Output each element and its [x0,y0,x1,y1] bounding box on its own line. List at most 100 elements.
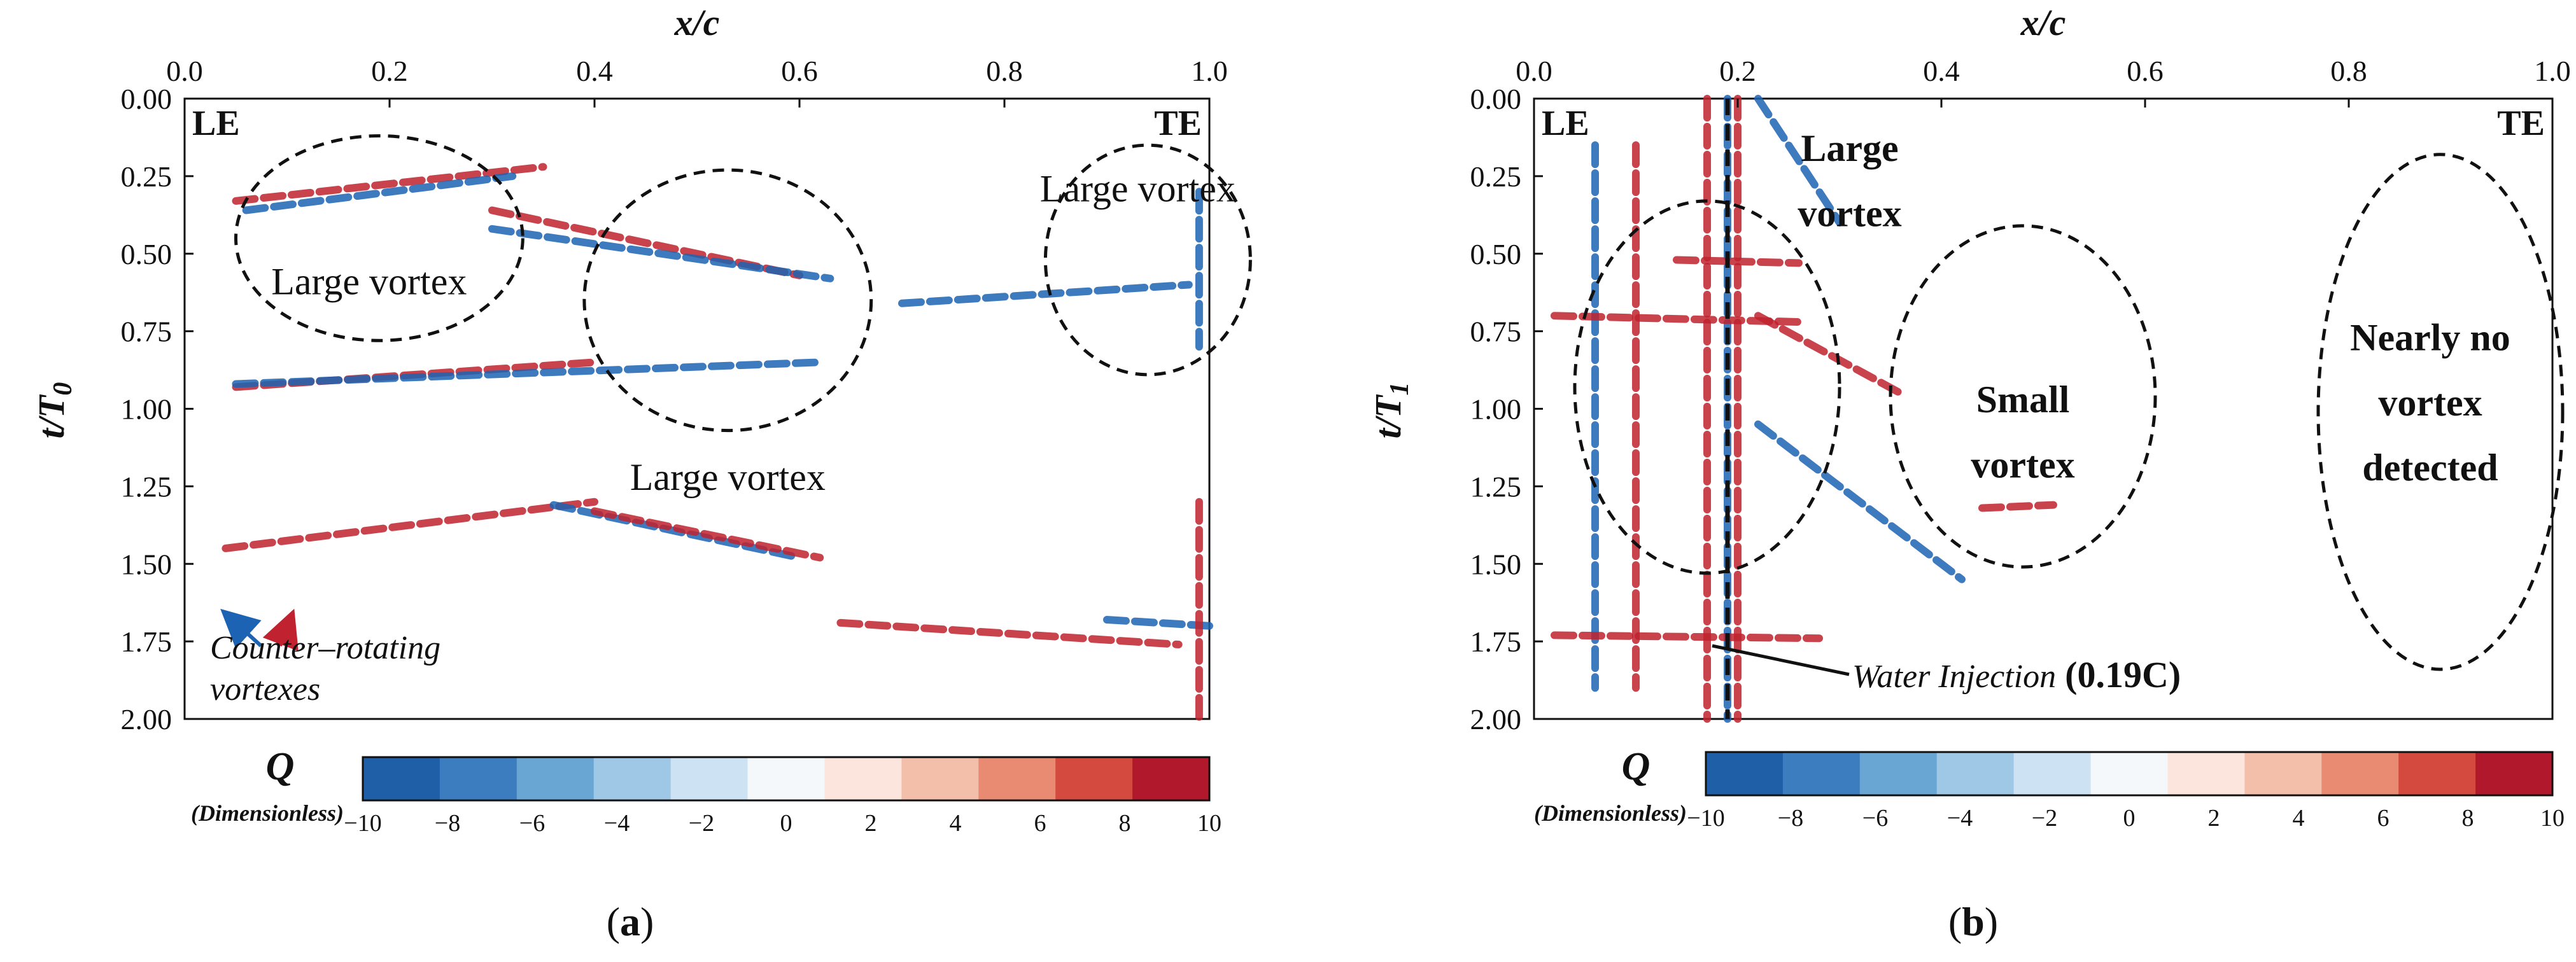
panel-a-y-tick-label: 1.75 [121,625,172,658]
panel-b-x-ticks: 0.0 0.2 0.4 0.6 0.8 1.0 [1516,55,2571,108]
panel-b-vortex-streak-10 [1754,312,1904,398]
panel-a-annotation: Large vortex [271,261,467,303]
panel-a-arrow-blue [220,608,263,649]
panel-b-colorbar-tick: 2 [2208,805,2220,832]
panel-b-x-tick-label: 0.4 [1923,55,1960,87]
panel-b-y-tick-label: 1.00 [1470,393,1522,426]
panel-a-x-axis-title: x/c [674,2,720,43]
panel-b-annotations: Large vortex Small vortex Nearly no vortex det… [1798,127,2510,489]
panel-a-vortex-streak-0 [232,163,547,205]
panel-b-colorbar-tick: 6 [2377,805,2389,832]
panel-b-x-tick-label: 0.0 [1516,55,1552,87]
panel-b-vortex-streak-8 [1754,95,1843,227]
panel-a-region-leading-vortex [234,134,524,342]
panel-a-y-tick-label: 1.00 [121,393,172,426]
panel-b-annotation: vortex [1971,443,2074,485]
panel-b-region-far-region [2316,153,2565,671]
panel-b-colorbar-frame [1705,751,2554,797]
panel-a-x-tick-label: 0.8 [986,55,1023,87]
panel-a-colorbar-swatch [901,757,979,800]
panel-a-vortex-streak-6 [222,498,598,552]
panel-b-colorbar-swatch [1782,752,1861,795]
panel-a-colorbar-swatch [824,757,902,800]
panel-a-counter-rotating-label: Counter–rotating [210,630,440,666]
panel-b-y-tick-label: 2.00 [1470,703,1522,735]
panel-b-x-tick-label: 0.8 [2330,55,2367,87]
panel-b-vortex-streak-7 [1673,256,1803,267]
panel-a-colorbar-swatch [439,757,517,800]
panel-b-x-tick-label: 0.6 [2127,55,2164,87]
panel-a-annotation: Large vortex [630,456,826,498]
panel-a-colorbar-tick: 4 [950,810,962,837]
panel-b-region-injection-vortex [1573,199,1841,575]
panel-b-colorbar-tick: −4 [1947,805,1973,832]
panel-b-vortex-streak-5 [1551,312,1803,326]
panel-a-colorbar-frame [362,756,1211,802]
panel-b-colorbar-tick: 4 [2293,805,2305,832]
panel-a-vortexes-label: vortexes [210,671,320,708]
panel-b-colorbar-swatch [2398,752,2476,795]
panel-a-y-tick-label: 0.00 [121,83,172,115]
panel-a-x-tick-label: 0.6 [781,55,818,87]
panel-b-annotation: Large [1801,127,1898,169]
panel-b-annotation: detected [2362,447,2498,489]
panel-b-colorbar-label: Q [1622,745,1650,788]
panel-a-x-tick-label: 1.0 [1191,55,1228,87]
panel-b-chart: 0.0 0.2 0.4 0.6 0.8 1.0 0.00 0.25 0.50 0.75 1.00 1… [1367,2,2571,944]
panel-b-y-tick-label: 0.50 [1470,238,1522,270]
panel-b-colorbar-tick: −6 [1862,805,1888,832]
panel-a-region-mid-vortex [582,168,873,433]
panel-b-colorbar: −10 −8 −6 −4 −2 0 2 4 6 8 10 [1687,751,2565,832]
panel-a-y-axis-title: t/T0 [31,382,78,439]
panel-b-annotation: vortex [1798,192,1901,234]
panel-b-colorbar-swatch [1859,752,1938,795]
panel-b-vortex-streak-9 [1978,501,2057,512]
panel-b-y-tick-label: 0.75 [1470,316,1522,348]
panel-a-vortex-marks [222,163,1213,723]
panel-a-x-tick-label: 0.2 [371,55,408,87]
panel-a-vortex-streak-11 [1103,616,1213,630]
panel-a-colorbar-swatch [670,757,749,800]
panel-b-colorbar-swatch [1936,752,2015,795]
panel-a-colorbar-swatch [516,757,595,800]
panel-b-colorbar-tick: 8 [2462,805,2474,832]
panel-b-vortex-streak-6 [1551,631,1823,643]
panel-b-injection-label: Water Injection (0.19C) [1852,654,2181,695]
panel-b-colorbar-swatch [2090,752,2168,795]
panel-a-colorbar-swatch [978,757,1056,800]
panel-a-colorbar-swatch [363,757,440,800]
panel-a-colorbar-tick: 6 [1034,810,1046,837]
panel-a-vortex-streak-5 [232,358,824,388]
panel-a-colorbar-tick: 8 [1119,810,1131,837]
panel-b-y-tick-label: 1.25 [1470,470,1522,503]
panel-b-y-tick-label: 0.00 [1470,83,1522,115]
panel-a-x-ticks: 0.0 0.2 0.4 0.6 0.8 1.0 [166,55,1228,108]
panel-a-y-tick-label: 1.25 [121,470,172,503]
panel-b-annotation: Small [1976,379,2070,421]
panel-b-y-ticks: 0.00 0.25 0.50 0.75 1.00 1.25 1.50 1.75 2.00 [1470,83,1543,735]
panel-b-colorbar-tick: −10 [1687,805,1724,832]
panel-a-colorbar-label: Q [266,745,295,788]
panel-b-region-small-vortex [1889,224,2157,569]
panel-b-colorbar-sublabel: (Dimensionless) [1534,800,1687,826]
panel-a-colorbar: −10 −8 −6 −4 −2 0 2 4 6 8 10 [344,756,1221,837]
panel-b-x-tick-label: 0.2 [1719,55,1756,87]
panel-b-te-label: TE [2497,104,2545,143]
panel-a-vortex-streak-8 [591,507,824,562]
panel-a-colorbar-tick: −4 [604,810,630,837]
panel-a-y-tick-label: 0.75 [121,316,172,348]
panel-b-colorbar-swatch [1706,752,1784,795]
panel-b-colorbar-swatch [2244,752,2322,795]
panel-a-y-tick-label: 1.50 [121,548,172,580]
panel-a-colorbar-tick: 10 [1197,810,1221,837]
panel-a-arrow-red [262,608,299,652]
panel-a-colorbar-tick: −10 [344,810,381,837]
panel-a-caption: (a) [607,899,654,944]
panel-b-colorbar-tick: −2 [2032,805,2057,832]
panel-a-x-tick-label: 0.4 [576,55,613,87]
panel-b-caption: (b) [1948,899,1998,944]
panel-b-annotation: Nearly no [2350,316,2510,358]
panel-a-colorbar-swatch [1055,757,1133,800]
panel-a-vortex-streak-10 [836,618,1183,648]
panel-a-y-ticks: 0.00 0.25 0.50 0.75 1.00 1.25 1.50 1.75 2.00 [121,83,194,735]
